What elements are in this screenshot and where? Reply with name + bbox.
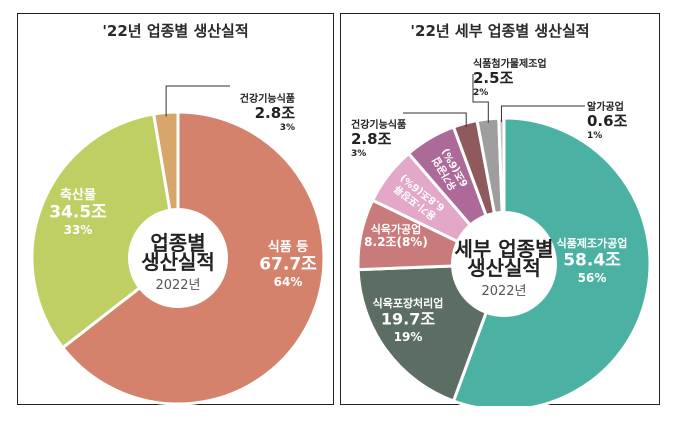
slice-value-label: 67.7조 — [259, 255, 317, 275]
center-title-line1: 세부 업종별 — [455, 237, 554, 261]
center-year: 2022년 — [481, 284, 526, 299]
slice-name-label: 건강기능식품 — [351, 118, 406, 131]
leader-line — [403, 112, 467, 128]
slice-name-label: 식품제조가공업 — [557, 236, 628, 250]
slice-percent-label: 64% — [274, 275, 303, 289]
slice-value-label: 2.8조 — [255, 104, 296, 122]
center-circle — [128, 208, 228, 308]
center-circle — [451, 211, 557, 317]
slice-name-label: 식육가공업 — [371, 222, 422, 236]
chart-panel-detailed: '22년 세부 업종별 생산실적 세부 업종별 생산실적 2022년 식품제조가공업 5… — [340, 13, 660, 406]
slice-percent-label: 33% — [64, 223, 93, 237]
center-year: 2022년 — [155, 278, 200, 293]
center-title-line2: 생산실적 — [141, 250, 215, 274]
slice-percent-label: 3% — [351, 149, 366, 159]
slice-percent-label: 3% — [280, 123, 295, 133]
slice-value-label: 58.4조 — [563, 251, 621, 271]
chart-panel-overall: '22년 업종별 생산실적 업종별 생산실적 2022년 식품 등 67.7조 64% 축산… — [17, 13, 334, 406]
slice-value-label: 19.7조 — [381, 310, 435, 329]
slice-name-label: 축산물 — [60, 187, 96, 203]
center-title-line1: 업종별 — [150, 231, 205, 255]
chart-title: '22년 세부 업종별 생산실적 — [410, 22, 590, 40]
slice-percent-label: 19% — [394, 330, 423, 344]
leader-line — [165, 85, 230, 117]
slice-name-label: 식품첨가물제조업 — [473, 57, 547, 70]
slice-name-label: 식품 등 — [268, 239, 308, 255]
slice-value-label: 34.5조 — [49, 203, 107, 223]
slice-value-label: 0.6조 — [587, 112, 628, 130]
slice-percent-label: 56% — [578, 271, 607, 285]
slice-value-label: 8.2조(8%) — [364, 235, 428, 249]
leader-line — [500, 105, 585, 123]
slice-name-label: 알가공업 — [587, 100, 624, 113]
slice-value-label: 2.5조 — [473, 69, 514, 87]
slice-percent-label: 1% — [587, 131, 602, 141]
slice-value-label: 2.8조 — [351, 130, 392, 148]
chart-title: '22년 업종별 생산실적 — [102, 22, 249, 40]
pie-slice — [30, 112, 180, 350]
slice-name-label: 건강기능식품 — [240, 92, 295, 105]
leader-line — [472, 74, 489, 123]
slice-name-label: 식육포장처리업 — [373, 296, 444, 310]
center-title-line2: 생산실적 — [467, 256, 541, 280]
slice-percent-label: 2% — [473, 88, 488, 98]
